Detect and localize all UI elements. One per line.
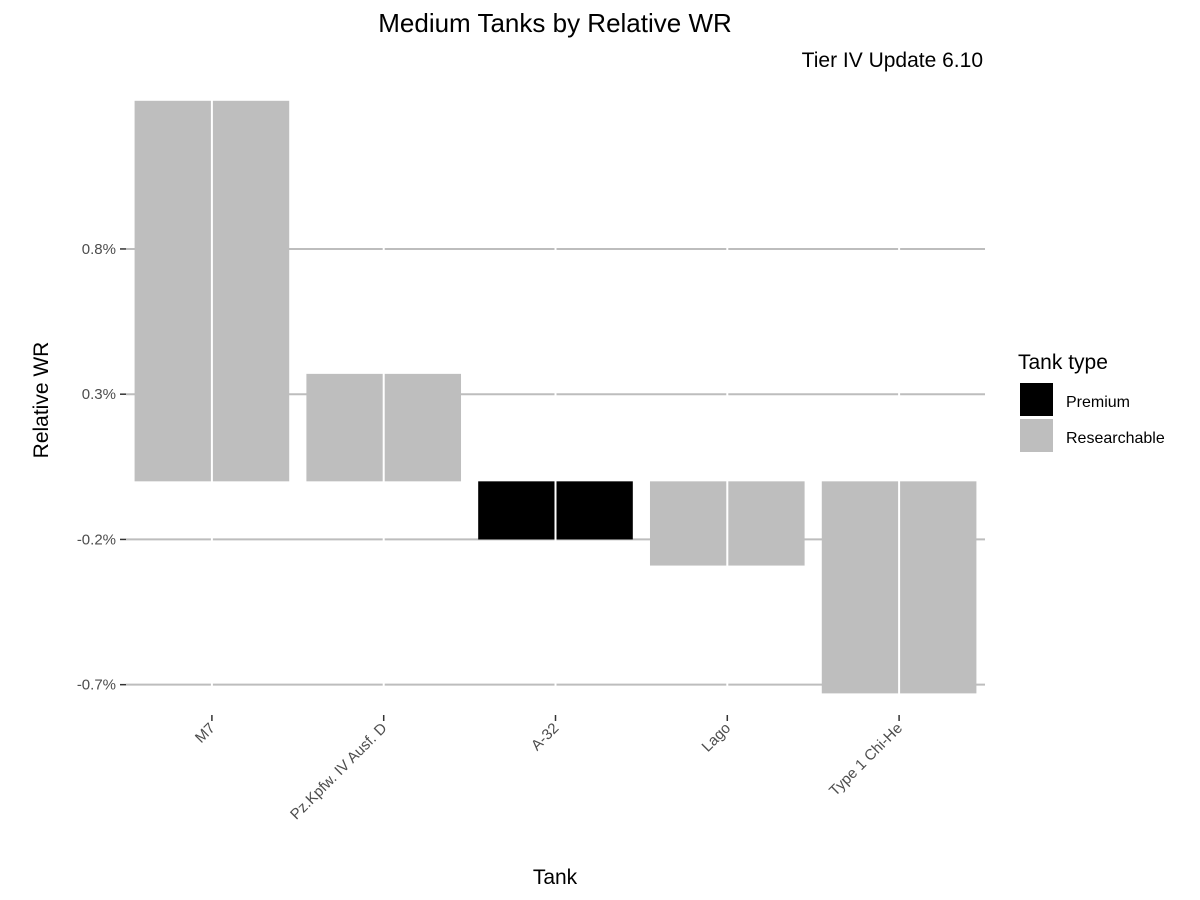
chart-subtitle: Tier IV Update 6.10	[802, 49, 983, 72]
x-axis-title: Tank	[533, 866, 578, 889]
legend-title: Tank type	[1018, 351, 1108, 374]
y-tick-label: -0.7%	[77, 677, 116, 694]
x-axis: M7 Pz.Kpfw. IV Ausf. D A-32 Lago Type 1 Chi-…	[192, 715, 906, 823]
minor-grid-lines	[210, 95, 901, 705]
x-tick-label: M7	[192, 720, 219, 747]
x-tick-label: A-32	[528, 720, 562, 754]
legend-swatch-premium	[1020, 383, 1053, 416]
y-tick-label: -0.2%	[77, 531, 116, 548]
legend-label-premium: Premium	[1066, 394, 1130, 411]
chart-title: Medium Tanks by Relative WR	[378, 8, 732, 38]
y-tick-label: 0.8%	[82, 241, 116, 258]
y-axis: 0.8% 0.3% -0.2% -0.7%	[77, 241, 126, 694]
y-tick-label: 0.3%	[82, 386, 116, 403]
x-tick-label: Pz.Kpfw. IV Ausf. D	[287, 720, 391, 824]
y-axis-title: Relative WR	[30, 342, 53, 459]
legend: Tank type Premium Researchable	[1018, 351, 1165, 452]
legend-label-researchable: Researchable	[1066, 430, 1165, 447]
legend-swatch-researchable	[1020, 419, 1053, 452]
x-tick-label: Type 1 Chi-He	[826, 720, 906, 800]
x-tick-label: Lago	[699, 720, 735, 756]
